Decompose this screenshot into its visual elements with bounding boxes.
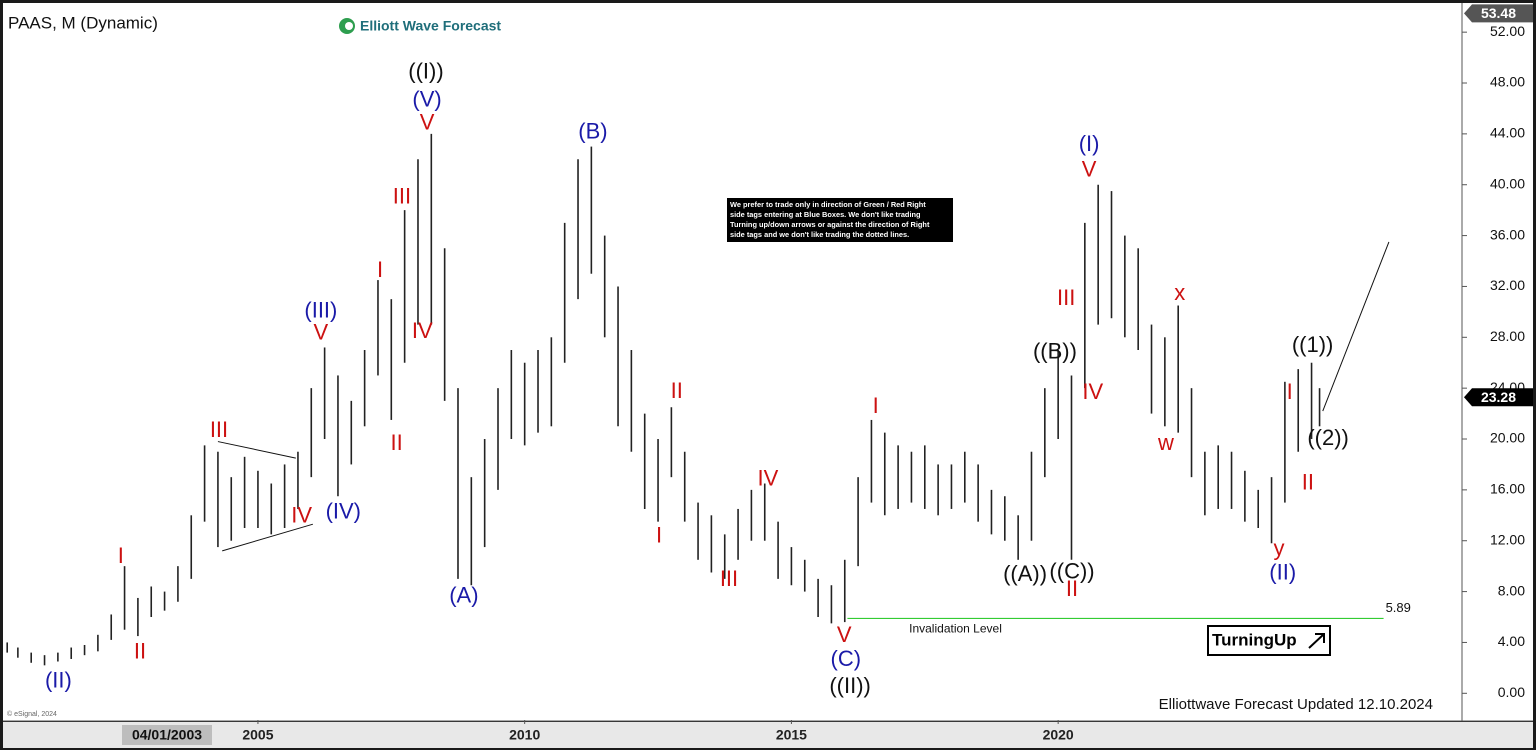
x-axis-strip [3,722,1533,748]
trendline [217,441,296,459]
y-tick-label: 20.00 [1490,430,1525,446]
wave-label: III [393,183,411,208]
x-tick-label: 2005 [242,727,273,743]
wave-label: III [210,417,228,442]
invalidation-value: 5.89 [1386,600,1411,615]
y-tick-label: 4.00 [1498,633,1525,649]
wave-label: IV [1082,379,1103,404]
wave-label: IV [412,318,433,343]
wave-label: III [720,566,738,591]
y-tick-label: 28.00 [1490,328,1525,344]
wave-label: (I) [1079,131,1100,156]
wave-label: (III) [304,298,337,323]
wave-label: IV [291,502,312,527]
wave-label: V [837,622,852,647]
badge-box [1207,625,1331,656]
wave-label: ((2)) [1307,425,1349,450]
wave-label: II [391,430,403,455]
wave-label: II [1302,469,1314,494]
plot-background [3,3,1533,721]
y-tick-label: 16.00 [1490,481,1525,497]
wave-label: w [1157,430,1174,455]
note-line: Turning up/down arrows or against the di… [730,220,930,229]
wave-label: (II) [1269,560,1296,585]
footer: Elliottwave Forecast Updated 12.10.2024 [1159,696,1433,713]
price-tag-box [1464,388,1533,407]
wave-label: (A) [449,582,478,607]
y-tick-label: 0.00 [1498,684,1525,700]
y-tick-label: 32.00 [1490,277,1525,293]
copyright: © eSignal, 2024 [7,710,57,718]
wave-label: y [1274,535,1285,560]
wave-label: I [656,523,662,548]
price-tag: 23.28 [1481,389,1516,405]
note-box: We prefer to trade only in direction of … [727,198,953,242]
wave-label: x [1174,280,1185,305]
brand-logo-inner [345,22,353,30]
wave-label: ((B)) [1033,338,1077,363]
wave-label: V [314,319,329,344]
wave-label: II [671,378,683,403]
badge-arrow [1308,633,1325,649]
y-tick-label: 40.00 [1490,175,1525,191]
chart-title: PAAS, M (Dynamic) [8,13,158,32]
wave-label: ((I)) [408,59,443,84]
x-tick-label: 2015 [776,727,807,743]
wave-label: ((II)) [829,673,871,698]
wave-label: ((C)) [1049,558,1094,583]
wave-label: V [1082,157,1097,182]
wave-label: (II) [45,668,72,693]
wave-label: II [134,638,146,663]
wave-label: I [1287,379,1293,404]
brand: Elliott Wave Forecast [360,18,501,34]
y-tick-label: 8.00 [1498,582,1525,598]
trendline [1322,241,1390,412]
y-tick-label: 12.00 [1490,531,1525,547]
note-line: side tags entering at Blue Boxes. We don… [730,210,921,219]
wave-label: ((A)) [1003,561,1047,586]
wave-label: (C) [831,646,862,671]
badge: TurningUp [1212,630,1297,649]
y-tick-label: 52.00 [1490,23,1525,39]
invalidation-label: Invalidation Level [909,622,1002,636]
wave-label: (V) [412,87,441,112]
wave-label: ((1)) [1292,332,1334,357]
trendline [222,523,314,552]
wave-label: IV [758,466,779,491]
wave-label: III [1057,285,1075,310]
cursor-label-box [122,725,212,745]
x-tick-label: 2010 [509,727,540,743]
cursor-label: 04/01/2003 [132,727,202,743]
y-tick-label: 48.00 [1490,74,1525,90]
y-tick-label: 44.00 [1490,125,1525,141]
note-line: side tags and we don't like trading the … [730,230,910,239]
wave-label: I [377,257,383,282]
y-tick-label: 36.00 [1490,226,1525,242]
price-tag: 53.48 [1481,5,1516,21]
wave-label: I [118,543,124,568]
note-line: We prefer to trade only in direction of … [730,200,926,209]
wave-label: V [420,110,435,135]
price-tag-box [1464,4,1533,23]
wave-label: (IV) [326,499,361,524]
x-tick-label: 2020 [1043,727,1074,743]
wave-label: II [1066,576,1078,601]
wave-label: (B) [578,118,607,143]
wave-label: I [873,393,879,418]
